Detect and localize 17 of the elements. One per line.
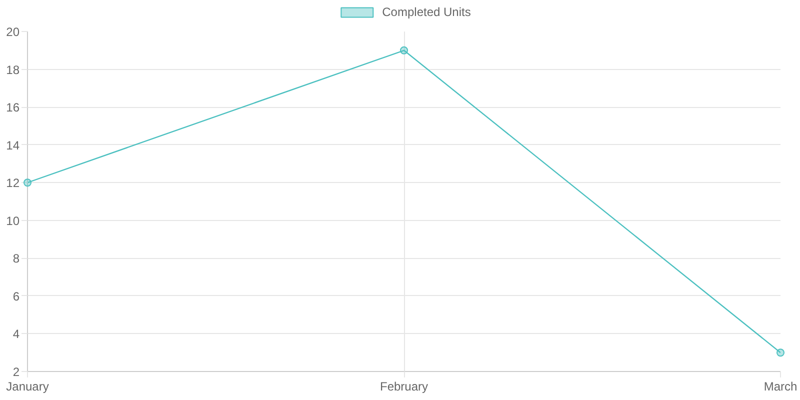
y-tick-label: 6 (12, 289, 20, 304)
y-tick-label: 12 (6, 176, 20, 190)
y-tick-label: 20 (6, 25, 20, 39)
x-tick-label: February (380, 380, 428, 394)
y-tick-label: 18 (6, 62, 20, 77)
y-tick-label: 4 (12, 327, 20, 342)
y-tick-label: 8 (12, 252, 20, 266)
y-tick-label: 16 (6, 100, 20, 115)
x-tick-label: March (764, 380, 798, 394)
y-tick-label: 14 (6, 138, 20, 152)
y-tick-label: 2 (12, 365, 20, 379)
point (24, 178, 32, 187)
point (400, 46, 408, 54)
legend-label: Completed Units (382, 4, 471, 18)
x-tick-label: January (6, 380, 49, 394)
point (776, 348, 784, 357)
y-tick-label: 10 (6, 214, 20, 228)
